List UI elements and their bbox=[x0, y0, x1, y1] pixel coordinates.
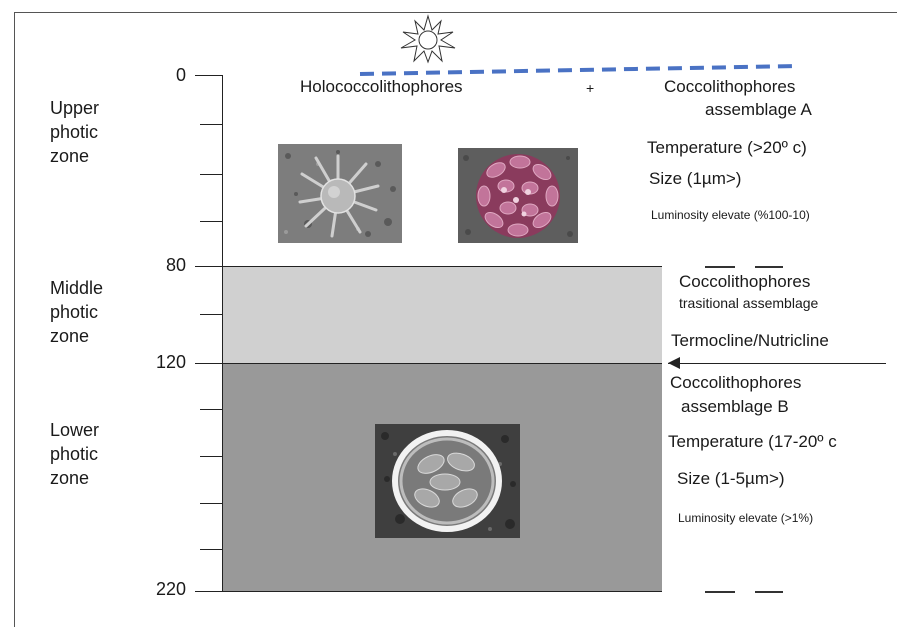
transitional-assemblage-line-2: trasitional assemblage bbox=[679, 295, 819, 311]
holococcolithophores-label: Holococcolithophores bbox=[300, 77, 463, 96]
tick-0 bbox=[195, 75, 222, 76]
coccolith-assemblage-b-micrograph bbox=[375, 424, 520, 538]
middle-zone-line-1: Middle bbox=[50, 278, 104, 298]
sun-icon bbox=[400, 14, 456, 64]
middle-zone-line-3: zone bbox=[50, 326, 90, 346]
upper-luminosity: Luminosity elevate (%100-10) bbox=[651, 208, 810, 222]
dash-220-a bbox=[705, 591, 735, 593]
tick bbox=[200, 456, 222, 457]
depth-label-220: 220 bbox=[155, 579, 186, 599]
lower-temperature: Temperature (17-20º c bbox=[668, 432, 837, 451]
upper-zone-line-3: zone bbox=[50, 146, 90, 166]
depth-label-0: 0 bbox=[175, 65, 186, 85]
termocline-label: Termocline/Nutricline bbox=[671, 331, 829, 350]
tick bbox=[200, 124, 222, 125]
tick bbox=[200, 549, 222, 550]
frame-top-border bbox=[14, 12, 897, 13]
lower-zone-line-1: Lower bbox=[50, 420, 100, 440]
plus-sign: + bbox=[586, 80, 595, 96]
transitional-assemblage-line-1: Coccolithophores bbox=[679, 272, 811, 291]
assemblage-a-line-2: assemblage A bbox=[705, 100, 812, 119]
lower-zone-line-2: photic bbox=[50, 444, 99, 464]
holococcolith-micrograph bbox=[278, 144, 402, 243]
lower-zone-line-3: zone bbox=[50, 468, 90, 488]
boundary-line-220 bbox=[195, 591, 662, 592]
upper-zone-label: Upper photic zone bbox=[50, 96, 99, 168]
termocline-arrow-line bbox=[668, 363, 886, 364]
assemblage-a-line-1: Coccolithophores bbox=[664, 77, 796, 96]
upper-zone-line-2: photic bbox=[50, 122, 99, 142]
coccosphere-pink-micrograph bbox=[458, 148, 578, 243]
lower-size: Size (1-5µm>) bbox=[677, 469, 785, 488]
depth-axis bbox=[222, 75, 223, 591]
dash-80-a bbox=[705, 266, 735, 268]
tick bbox=[200, 503, 222, 504]
tick bbox=[200, 174, 222, 175]
lower-luminosity: Luminosity elevate (>1%) bbox=[678, 511, 814, 525]
middle-zone-label: Middle photic zone bbox=[50, 276, 103, 348]
middle-photic-band bbox=[222, 266, 662, 363]
upper-size: Size (1µm>) bbox=[649, 169, 742, 188]
boundary-line-80 bbox=[195, 266, 662, 267]
lower-zone-label: Lower photic zone bbox=[50, 418, 99, 490]
assemblage-b-line-2: assemblage B bbox=[681, 397, 789, 416]
upper-temperature: Temperature (>20º c) bbox=[647, 138, 807, 157]
boundary-line-120 bbox=[195, 363, 662, 364]
dash-80-b bbox=[755, 266, 783, 268]
depth-label-120: 120 bbox=[155, 352, 186, 372]
tick bbox=[200, 221, 222, 222]
dash-220-b bbox=[755, 591, 783, 593]
tick bbox=[200, 409, 222, 410]
middle-zone-line-2: photic bbox=[50, 302, 99, 322]
upper-zone-line-1: Upper bbox=[50, 98, 100, 118]
tick bbox=[200, 314, 222, 315]
assemblage-b-line-1: Coccolithophores bbox=[670, 373, 802, 392]
termocline-arrow-head bbox=[668, 357, 680, 369]
depth-label-80: 80 bbox=[165, 255, 186, 275]
sea-surface-dashed-line bbox=[359, 64, 799, 76]
frame-left-border bbox=[14, 12, 15, 627]
